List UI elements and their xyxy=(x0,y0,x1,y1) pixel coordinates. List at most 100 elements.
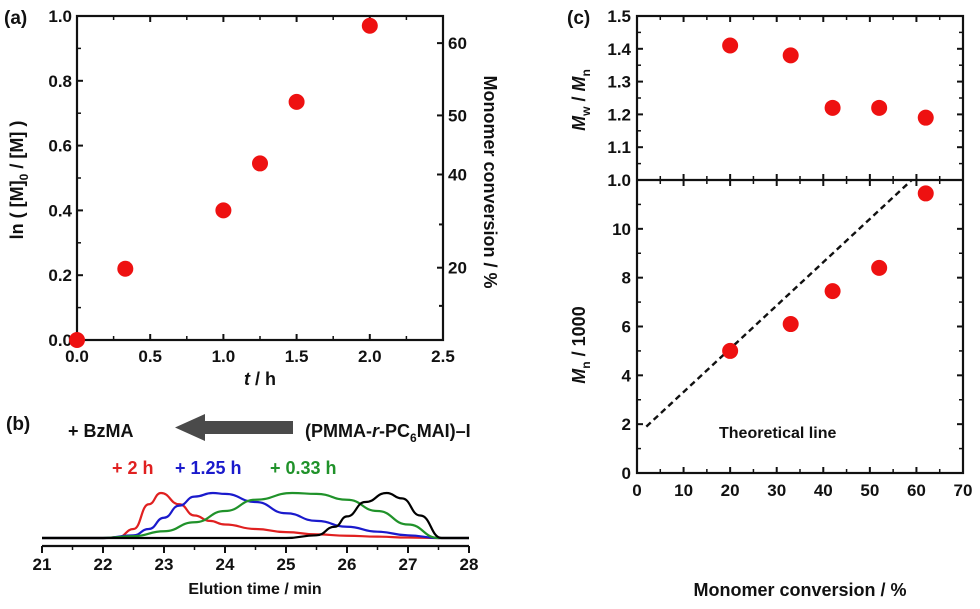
plot-frame-a xyxy=(75,14,445,342)
y2-tick-label-a: 50 xyxy=(448,106,467,125)
mi-sub: 6 xyxy=(410,431,417,445)
mw-slash: / xyxy=(569,91,589,106)
series-label: + 0.33 h xyxy=(270,458,337,478)
x-axis-title-c: Monomer conversion / % xyxy=(693,580,906,600)
x-tick-label-a: 0.0 xyxy=(65,347,89,366)
arrow-left-icon xyxy=(175,414,205,441)
panel-b: (b) + BzMA (PMMA-r-PC6MAI)–I + 2 h + 1.25 h +… xyxy=(6,414,478,598)
y2-tick-label-a: 60 xyxy=(448,34,467,53)
y-tick-label-c-bottom: 0 xyxy=(622,464,631,483)
x-tick-label-c: 0 xyxy=(632,481,641,500)
theoretical-line-label: Theoretical line xyxy=(719,425,836,442)
mi-pre: (PMMA- xyxy=(305,421,372,441)
x-tick-label-a: 2.5 xyxy=(431,347,455,366)
data-point-pdi xyxy=(824,99,841,116)
y-title-post: / [M] ) xyxy=(7,121,27,174)
x-tick-label-b: 22 xyxy=(94,555,113,574)
data-point-mn xyxy=(824,283,841,300)
mn-m: M xyxy=(569,75,589,91)
data-point-mn xyxy=(917,185,934,202)
y-title-sub: 0 xyxy=(17,173,31,180)
y-axis-title-c-bottom: Mn / 1000 xyxy=(569,306,593,383)
series-label: + 2 h xyxy=(112,458,154,478)
panel-label-a: (a) xyxy=(4,8,27,29)
y-axis-title-a: ln ( [M]0 / [M] ) xyxy=(7,121,31,240)
x-tick-label-a: 2.0 xyxy=(358,347,382,366)
y-tick-label-c-bottom: 2 xyxy=(622,415,631,434)
gpc-trace xyxy=(42,491,469,540)
x-tick-label-b: 26 xyxy=(338,555,357,574)
arrow-shaft xyxy=(203,421,293,434)
data-point-mn xyxy=(871,259,888,276)
mw-m: M xyxy=(569,115,589,131)
data-point-a xyxy=(252,155,268,172)
y-title-pre: ln ( [M] xyxy=(7,180,27,239)
gpc-trace xyxy=(42,491,469,540)
mw-sub: w xyxy=(579,106,593,117)
annotation-macroinitiator: (PMMA-r-PC6MAI)–I xyxy=(305,421,471,445)
panel-c: (c) 0 10 20 30 40 50 60 70 1.0 1.1 1.2 1.3 1.4 1.5 0 2 4 6… xyxy=(567,7,972,600)
x-tick-label-c: 10 xyxy=(674,481,693,500)
annotation-bzma: + BzMA xyxy=(68,421,134,441)
gpc-trace xyxy=(42,491,469,540)
y-tick-label-c-top: 1.0 xyxy=(607,171,631,190)
mn-sub2: n xyxy=(579,361,593,368)
x-tick-label-b: 24 xyxy=(216,555,235,574)
x-tick-label-a: 1.0 xyxy=(212,347,236,366)
y-tick-label-c-top: 1.1 xyxy=(607,138,631,157)
y-tick-label-c-top: 1.3 xyxy=(607,73,631,92)
y-tick-label-a: 0.8 xyxy=(48,72,72,91)
data-point-pdi xyxy=(871,99,888,116)
y2-tick-label-a: 20 xyxy=(448,259,467,278)
x-tick-label-b: 21 xyxy=(33,555,52,574)
panel-a: (a) 0.0 0.5 1.0 1.5 2.0 2.5 0.0 0.2 0.4 0.6 0.8 1.0 2… xyxy=(4,7,500,389)
x-tick-label-a: 1.5 xyxy=(285,347,309,366)
x-tick-label-c: 40 xyxy=(814,481,833,500)
x-tick-label-c: 50 xyxy=(860,481,879,500)
y-axis-title-c-top: Mw / Mn xyxy=(569,69,593,131)
x-tick-label-c: 60 xyxy=(907,481,926,500)
y-tick-label-c-bottom: 8 xyxy=(622,269,631,288)
x-tick-label-b: 25 xyxy=(277,555,296,574)
y-tick-label-c-bottom: 6 xyxy=(622,318,631,337)
x-axis-title-b: Elution time / min xyxy=(188,581,321,598)
data-point-pdi xyxy=(782,47,799,64)
theoretical-line xyxy=(645,179,913,428)
panel-label-b: (b) xyxy=(6,414,30,435)
y-tick-label-a: 0.0 xyxy=(48,331,72,350)
y-tick-label-a: 1.0 xyxy=(48,7,72,26)
mi-post: MAI)–I xyxy=(417,421,471,441)
data-point-a xyxy=(361,17,378,34)
x-tick-label-c: 70 xyxy=(954,481,973,500)
gpc-trace xyxy=(42,491,469,540)
mn-post: / 1000 xyxy=(569,306,589,361)
data-point-mn xyxy=(782,316,799,333)
panel-label-c: (c) xyxy=(567,8,590,29)
mi-italic: r xyxy=(372,421,380,441)
y2-axis-title-a: Monomer conversion / % xyxy=(480,75,500,288)
data-point-pdi xyxy=(917,109,934,126)
data-point-a xyxy=(215,202,232,219)
x-axis-title-italic: t xyxy=(244,369,251,389)
y-tick-label-c-top: 1.2 xyxy=(607,105,631,124)
y-tick-label-a: 0.2 xyxy=(48,266,72,285)
data-point-a xyxy=(288,93,305,110)
x-tick-label-b: 27 xyxy=(399,555,418,574)
x-tick-label-c: 20 xyxy=(721,481,740,500)
data-point-mn xyxy=(722,342,739,359)
y2-tick-label-a: 40 xyxy=(448,165,467,184)
x-axis-title-rest: / h xyxy=(250,369,276,389)
y-tick-label-a: 0.4 xyxy=(48,201,72,220)
mn-m2: M xyxy=(569,368,589,384)
data-point-a xyxy=(69,332,85,348)
data-point-a xyxy=(117,260,134,277)
y-tick-label-c-bottom: 4 xyxy=(622,366,632,385)
x-axis-title-a: t / h xyxy=(244,369,276,389)
x-tick-label-b: 28 xyxy=(460,555,479,574)
y-tick-label-c-top: 1.4 xyxy=(607,40,631,59)
y-tick-label-c-top: 1.5 xyxy=(607,7,631,26)
y-tick-label-a: 0.6 xyxy=(48,137,72,156)
x-tick-label-c: 30 xyxy=(767,481,786,500)
series-label: + 1.25 h xyxy=(175,458,242,478)
